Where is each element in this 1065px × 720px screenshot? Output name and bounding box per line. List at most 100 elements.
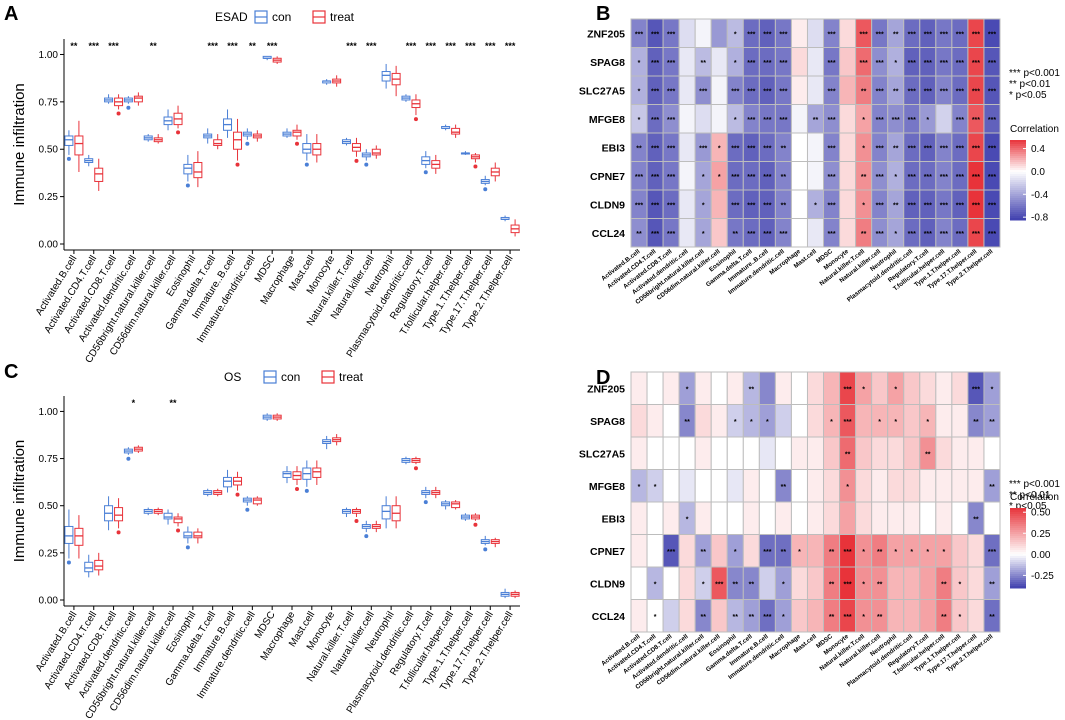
cell-significance: *** xyxy=(988,145,996,152)
outlier-point xyxy=(473,522,478,527)
box-con xyxy=(203,128,213,144)
cell-significance: * xyxy=(686,386,689,393)
heatmap-cell xyxy=(726,436,744,470)
heatmap-cell xyxy=(983,599,1001,633)
cell-significance: *** xyxy=(972,174,980,181)
box-treat xyxy=(213,134,223,150)
cell-significance: *** xyxy=(651,202,659,209)
cell-significance: ** xyxy=(829,614,835,621)
cell-significance: * xyxy=(910,549,913,556)
box-treat xyxy=(272,413,282,421)
cell-significance: *** xyxy=(651,31,659,38)
cell-significance: *** xyxy=(876,60,884,67)
heatmap-cell xyxy=(774,371,792,405)
box-con xyxy=(480,535,490,552)
heatmap-cell xyxy=(630,534,648,568)
colorbar-segment xyxy=(1010,562,1026,565)
heatmap-cell xyxy=(726,469,744,503)
cell-significance: * xyxy=(702,581,705,588)
colorbar-tick-label: 0.4 xyxy=(1031,144,1045,155)
box-con xyxy=(401,94,411,102)
cell-significance: * xyxy=(862,117,865,124)
cell-significance: *** xyxy=(763,88,771,95)
heatmap-cell xyxy=(774,436,792,470)
colorbar-segment xyxy=(1010,526,1026,529)
heatmap-cell xyxy=(983,218,1001,248)
heatmap-cell xyxy=(742,534,760,568)
colorbar-segment xyxy=(1010,554,1026,557)
cell-significance: *** xyxy=(940,88,948,95)
box-treat xyxy=(153,134,163,144)
box-body xyxy=(282,471,292,478)
cell-significance: * xyxy=(734,549,737,556)
box-treat xyxy=(431,154,441,174)
heatmap-cell xyxy=(983,501,1001,535)
heatmap-cell xyxy=(951,501,969,535)
heatmap-cell xyxy=(678,436,696,470)
box-treat xyxy=(411,456,421,471)
cell-significance: * xyxy=(734,31,737,38)
cell-significance: *** xyxy=(763,31,771,38)
heatmap-cell xyxy=(806,566,825,600)
heatmap-cell xyxy=(758,436,776,470)
colorbar-segment xyxy=(1010,212,1026,215)
heatmap-cell xyxy=(806,132,825,162)
heatmap-cell xyxy=(967,436,985,470)
heatmap-cell xyxy=(646,404,664,438)
box-con xyxy=(500,215,510,222)
heatmap-cell xyxy=(646,436,664,470)
heatmap-cell xyxy=(887,566,905,600)
colorbar-segment xyxy=(1010,564,1026,567)
box-treat xyxy=(74,515,84,559)
box-con xyxy=(302,460,312,493)
colorbar-segment xyxy=(1010,172,1026,175)
box-body xyxy=(193,162,203,179)
colorbar-segment xyxy=(1010,512,1026,515)
significance-key: * p<0.05 xyxy=(1009,501,1047,512)
cell-significance: *** xyxy=(731,174,739,181)
heatmap-cell xyxy=(839,47,857,77)
legend-title: ESAD xyxy=(215,10,248,24)
heatmap-cell xyxy=(871,469,889,503)
heatmap-cell xyxy=(823,501,841,535)
cell-significance: *** xyxy=(827,88,835,95)
box-con xyxy=(401,456,411,465)
colorbar-segment xyxy=(1010,568,1026,571)
legend-title: OS xyxy=(224,370,241,384)
legend-key-treat xyxy=(321,370,335,384)
box-treat xyxy=(332,434,342,446)
colorbar-tick-label: -0.8 xyxy=(1031,213,1049,224)
heatmap-cell xyxy=(919,566,937,600)
box-body xyxy=(94,167,104,182)
heatmap-cell xyxy=(839,104,857,134)
heatmap-cell xyxy=(935,371,953,405)
heatmap-cell xyxy=(694,371,712,405)
cell-significance: ** xyxy=(684,419,690,426)
heatmap-cell xyxy=(678,218,696,248)
heatmap-cell xyxy=(887,436,905,470)
box-treat xyxy=(351,507,361,524)
cell-significance: * xyxy=(894,386,897,393)
y-tick-label: 0.75 xyxy=(39,97,59,108)
box-body xyxy=(451,501,461,509)
cell-significance: ** xyxy=(749,581,755,588)
cell-significance: * xyxy=(862,614,865,621)
cell-significance: * xyxy=(734,117,737,124)
colorbar-segment xyxy=(1010,178,1026,181)
cell-significance: *** xyxy=(908,231,916,238)
heatmap-cell xyxy=(630,566,648,600)
cell-significance: *** xyxy=(924,88,932,95)
colorbar-title: Correlation xyxy=(1010,124,1059,135)
cell-significance: *** xyxy=(940,174,948,181)
box-treat xyxy=(173,105,183,135)
box-body xyxy=(193,531,203,539)
row-label: SLC27A5 xyxy=(579,85,625,97)
box-con xyxy=(183,526,193,550)
heatmap-cell xyxy=(839,218,857,248)
colorbar-segment xyxy=(1010,162,1026,165)
cell-significance: * xyxy=(750,419,753,426)
y-axis-title: Immune infiltration xyxy=(11,440,28,563)
box-treat xyxy=(451,500,461,510)
box-treat xyxy=(133,445,143,453)
colorbar-segment xyxy=(1010,174,1026,177)
